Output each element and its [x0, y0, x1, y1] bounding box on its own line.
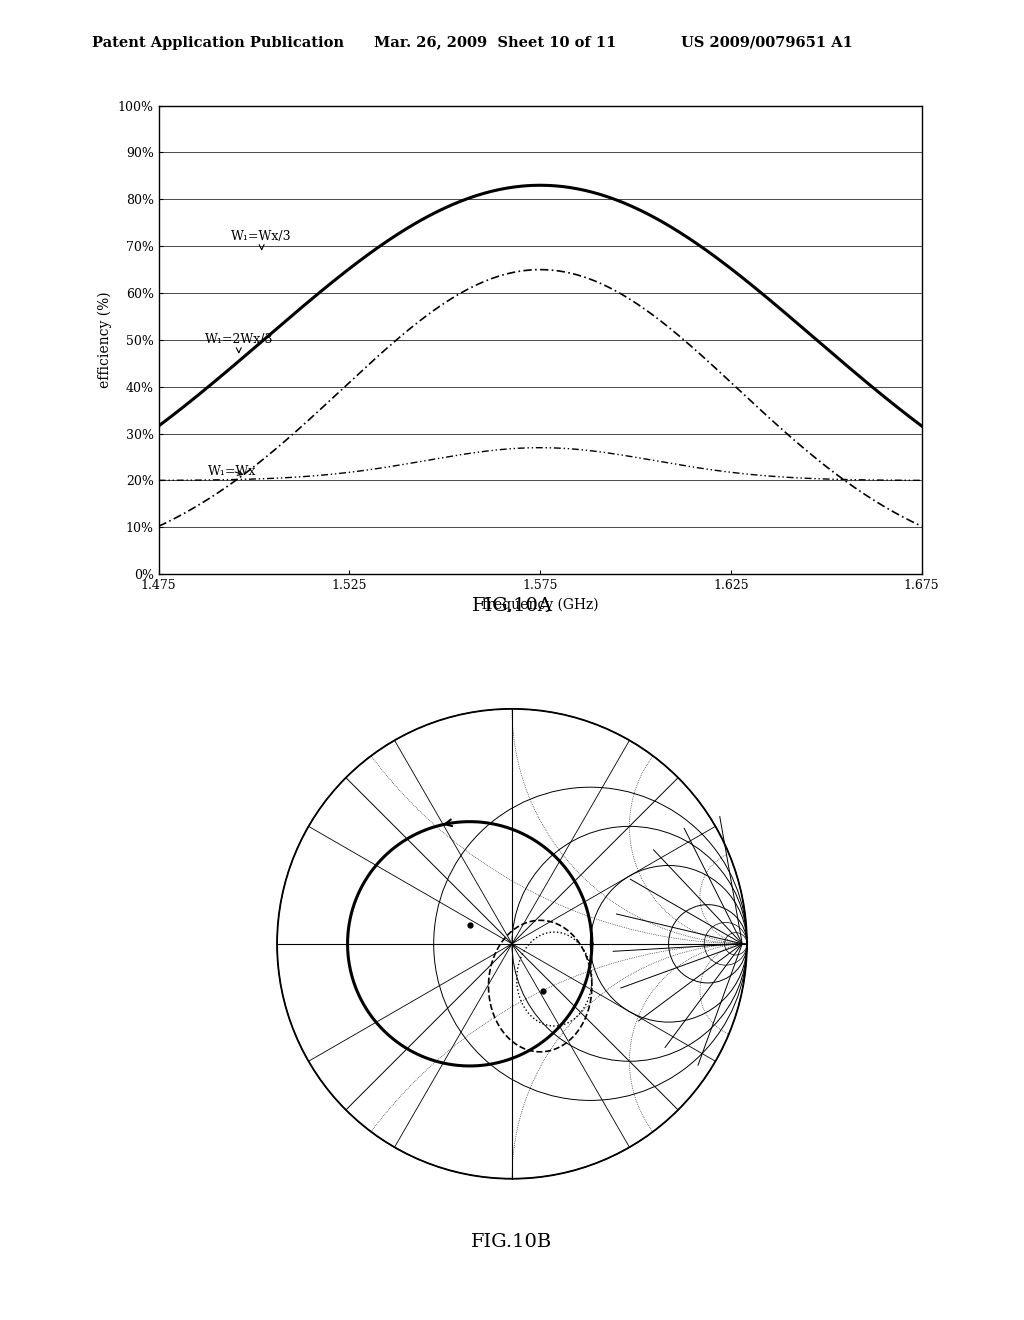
Text: W₁=2Wx/3: W₁=2Wx/3: [205, 334, 273, 352]
X-axis label: frequency (GHz): frequency (GHz): [482, 598, 598, 612]
Text: FIG.10A: FIG.10A: [471, 597, 553, 615]
Text: FIG.10B: FIG.10B: [471, 1233, 553, 1251]
Text: W₁=Wx: W₁=Wx: [208, 465, 257, 478]
Text: Patent Application Publication: Patent Application Publication: [92, 36, 344, 50]
Y-axis label: efficiency (%): efficiency (%): [98, 292, 113, 388]
Text: W₁=Wx/3: W₁=Wx/3: [231, 230, 292, 249]
Text: US 2009/0079651 A1: US 2009/0079651 A1: [681, 36, 853, 50]
Text: Mar. 26, 2009  Sheet 10 of 11: Mar. 26, 2009 Sheet 10 of 11: [374, 36, 616, 50]
